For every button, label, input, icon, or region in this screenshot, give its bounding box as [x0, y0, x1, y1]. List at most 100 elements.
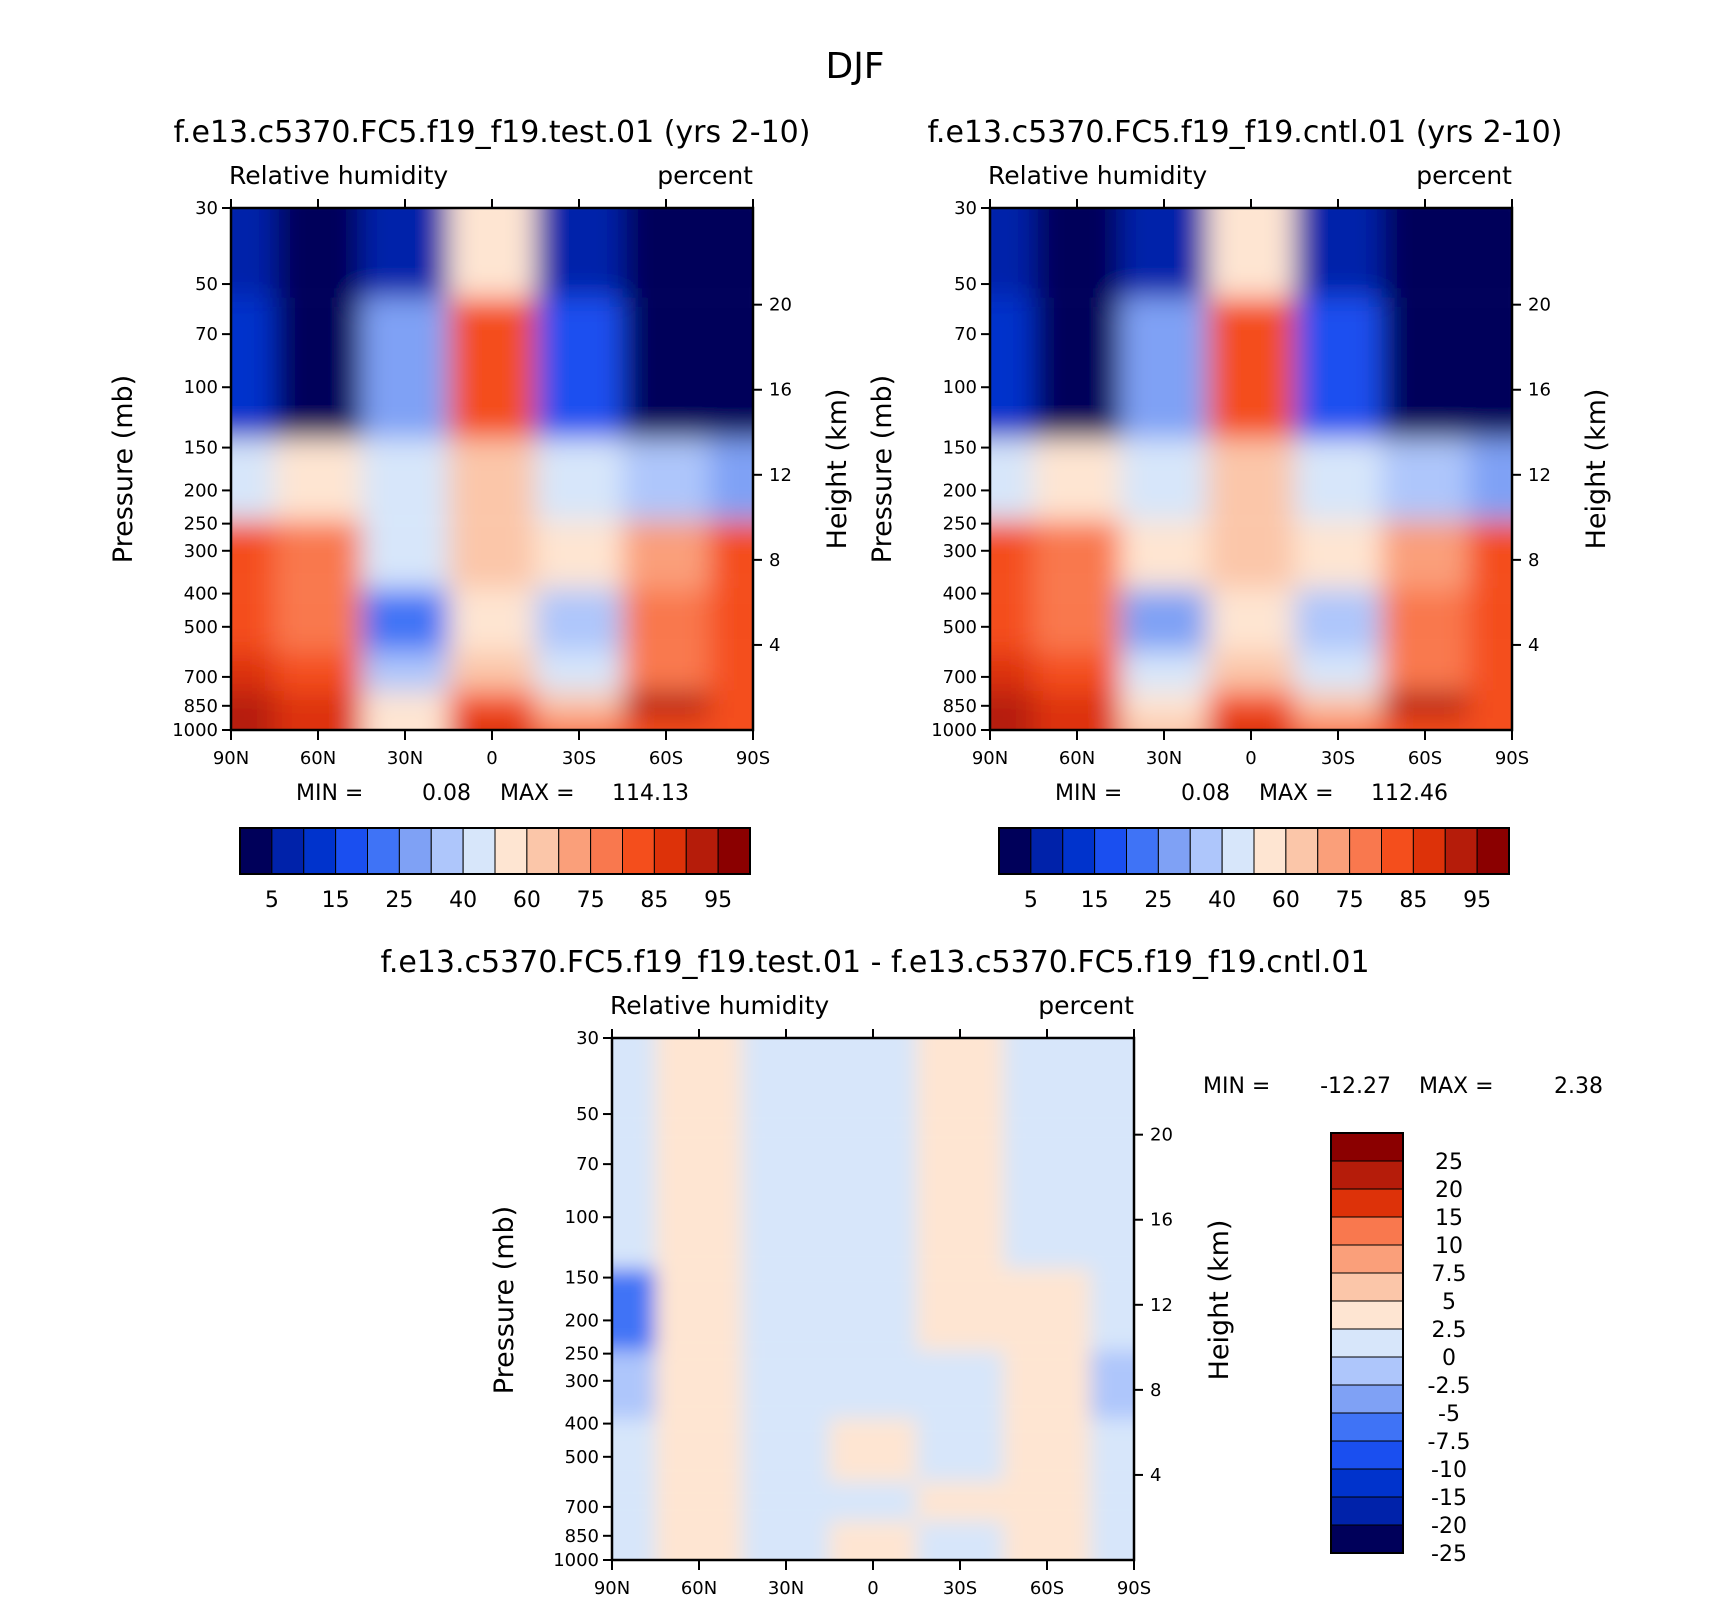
- panel-test-lat-label: 60S: [649, 748, 683, 769]
- panel-test-cell: [274, 208, 362, 298]
- panel-diff-colorbar-label: -10: [1431, 1458, 1467, 1483]
- panel-cntl-cell: [1033, 208, 1121, 298]
- panel-test-ptick-label: 50: [195, 274, 218, 295]
- panel-cntl-cell: [1468, 651, 1512, 692]
- panel-diff-lat-label: 90S: [1117, 1578, 1151, 1599]
- panel-diff-cell: [916, 1268, 1004, 1351]
- panel-test-colorbar-label: 5: [265, 888, 279, 913]
- panel-cntl-cell: [1207, 520, 1295, 589]
- panel-diff-field: [612, 1038, 1134, 1560]
- panel-diff-colorbar-label: 20: [1435, 1178, 1463, 1203]
- panel-cntl-cell: [1468, 297, 1512, 439]
- panel-cntl-ptick-label: 200: [943, 480, 977, 501]
- panel-diff-cell: [1003, 1521, 1091, 1548]
- panel-diff-lat-label: 30S: [943, 1578, 977, 1599]
- panel-test-cell: [448, 691, 536, 718]
- panel-cntl-cell: [1468, 208, 1512, 298]
- panel-test-cell: [274, 297, 362, 439]
- panel-cntl-cell: [990, 438, 1034, 521]
- panel-cntl-colorbar-swatch: [1094, 827, 1127, 875]
- panel-test-colorbar-swatch: [430, 827, 464, 875]
- panel-test-field: [231, 208, 753, 730]
- panel-test-cell: [709, 651, 753, 692]
- panel-cntl-cell: [1294, 208, 1382, 298]
- panel-diff-cell: [612, 1127, 656, 1269]
- panel-test-ptick-label: 250: [184, 514, 218, 535]
- panel-diff-colorbar-swatch: [1330, 1468, 1404, 1498]
- panel-cntl-cell: [990, 588, 1034, 652]
- panel-diff-cell: [829, 1038, 917, 1128]
- panel-cntl-ptick-label: 30: [954, 198, 977, 219]
- panel-diff-cell: [742, 1547, 830, 1560]
- panel-test-colorbar-swatch: [239, 827, 273, 875]
- panel-test-cell: [535, 438, 623, 521]
- panel-diff-cell: [1090, 1038, 1134, 1128]
- panel-cntl-cell: [990, 717, 1034, 730]
- panel-diff-colorbar-swatch: [1330, 1188, 1404, 1218]
- panel-diff: f.e13.c5370.FC5.f19_f19.test.01 - f.e13.…: [380, 945, 1603, 1599]
- panel-diff-cell: [1090, 1268, 1134, 1351]
- panel-diff-cell: [742, 1038, 830, 1128]
- panel-diff-colorbar-label: -2.5: [1428, 1374, 1471, 1399]
- panel-test-colorbar-label: 15: [322, 888, 350, 913]
- panel-cntl-cell: [990, 297, 1034, 439]
- panel-cntl-ptick-label: 1000: [931, 720, 977, 741]
- panel-test-htick-label: 8: [769, 550, 780, 571]
- panel-cntl-cell: [1381, 438, 1469, 521]
- panel-cntl-ptick-label: 700: [943, 667, 977, 688]
- panel-cntl-max-label: MAX =: [1259, 781, 1334, 806]
- panel-test-colorbar-swatch: [494, 827, 528, 875]
- panel-test-cell: [622, 717, 710, 730]
- panel-test-cell: [622, 297, 710, 439]
- panel-diff-colorbar-swatch: [1330, 1132, 1404, 1162]
- panel-diff-colorbar-label: -20: [1431, 1514, 1467, 1539]
- panel-diff-cell: [655, 1350, 743, 1419]
- panel-cntl-ptick-label: 850: [943, 696, 977, 717]
- panel-diff-cell: [1090, 1418, 1134, 1482]
- panel-cntl-cell: [1207, 651, 1295, 692]
- panel-cntl-cell: [1294, 588, 1382, 652]
- panel-test-colorbar-label: 95: [704, 888, 732, 913]
- panel-test-htick-label: 12: [769, 465, 792, 486]
- panel-cntl-cell: [1120, 438, 1208, 521]
- panel-cntl-cell: [1207, 438, 1295, 521]
- panel-cntl-cell: [990, 651, 1034, 692]
- panel-test-cell: [274, 717, 362, 730]
- panel-diff-cell: [612, 1547, 656, 1560]
- panel-cntl-cell: [1120, 588, 1208, 652]
- panel-diff-cell: [742, 1268, 830, 1351]
- panel-test-cell: [231, 588, 275, 652]
- panel-cntl-htick-label: 8: [1528, 550, 1539, 571]
- panel-diff-ptick-label: 250: [565, 1344, 599, 1365]
- panel-test-lat-label: 90N: [213, 748, 249, 769]
- panel-cntl-colorbar-frame: [998, 827, 1510, 875]
- panel-cntl-colorbar-swatch: [1317, 827, 1351, 875]
- panel-cntl-lat-label: 90N: [972, 748, 1008, 769]
- panel-test-colorbar-swatch: [653, 827, 687, 875]
- panel-test-cell: [535, 691, 623, 718]
- panel-diff-cell: [829, 1127, 917, 1269]
- panel-cntl-max-value: 112.46: [1371, 781, 1448, 806]
- panel-diff-cell: [916, 1547, 1004, 1560]
- panel-test-cell: [361, 691, 449, 718]
- panel-cntl-cell: [1294, 297, 1382, 439]
- panel-diff-cell: [655, 1127, 743, 1269]
- panel-diff-cell: [1003, 1127, 1091, 1269]
- panel-diff-cell: [1003, 1038, 1091, 1128]
- panel-test-cell: [709, 438, 753, 521]
- panel-cntl-colorbar-swatch: [1189, 827, 1223, 875]
- panel-test-cell: [535, 717, 623, 730]
- panel-cntl-cell: [1468, 520, 1512, 589]
- panel-cntl-cell: [1033, 588, 1121, 652]
- panel-diff-colorbar-label: 25: [1435, 1150, 1463, 1175]
- panel-test-colorbar-label: 60: [513, 888, 541, 913]
- panel-diff-colorbar-label: 10: [1435, 1234, 1463, 1259]
- panel-test-colorbar-label: 40: [449, 888, 477, 913]
- panel-test-cell: [361, 438, 449, 521]
- panel-cntl-cell: [1294, 520, 1382, 589]
- panel-test-cell: [622, 691, 710, 718]
- panel-test-cell: [231, 297, 275, 439]
- panel-test-colorbar-label: 85: [640, 888, 668, 913]
- panel-test-ptick-label: 1000: [172, 720, 218, 741]
- panel-test-colorbar-swatch: [462, 827, 496, 875]
